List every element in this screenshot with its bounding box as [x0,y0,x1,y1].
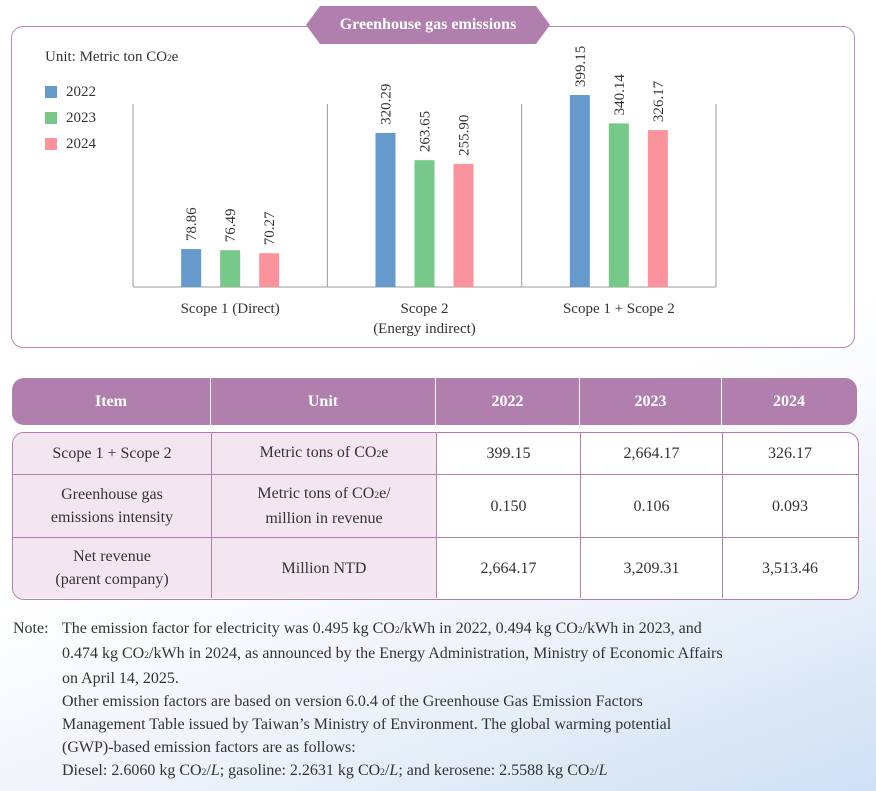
note: Note: The emission factor for electricit… [13,617,863,784]
note-line: The emission factor for electricity was … [62,620,702,637]
cell-2024: 326.17 [768,445,812,462]
cell-item: Scope 1 + Scope 2 [13,433,212,474]
data-table: Scope 1 + Scope 2 Metric tons of CO2e 399.… [12,432,859,600]
bar-2023-1 [414,160,435,287]
cell-2024: 3,513.46 [762,559,818,577]
category-label: (Energy indirect) [373,321,476,337]
header-2022: 2022 [436,378,580,425]
unit-label: Unit: Metric ton CO2e [45,49,179,65]
legend-label: 2023 [66,109,96,126]
legend: 2022 2023 2024 [45,79,96,157]
header-2024: 2024 [773,392,805,410]
cell-2022: 2,664.17 [437,538,581,598]
note-line: Management Table issued by Taiwan’s Mini… [62,716,672,733]
header-unit: Unit [211,378,436,425]
legend-swatch [45,86,57,98]
note-line: 0.474 kg CO2/kWh in 2024, as announced b… [62,645,723,662]
bar-2022-2 [569,95,590,287]
bar-2022-0 [181,249,202,287]
table-row: Scope 1 + Scope 2 Metric tons of CO2e 399.… [13,433,858,475]
bar-2024-0 [259,253,280,287]
legend-swatch [45,112,57,124]
cell-item: Greenhouse gas emissions intensity [13,475,212,537]
cell-2023: 2,664.17 [581,433,723,474]
cell-item: Net revenue (parent company) [13,538,212,598]
chart-title: Greenhouse gas emissions [306,6,550,44]
bar-value-label: 70.27 [262,211,278,245]
table-row: Greenhouse gas emissions intensity Metric … [13,475,858,538]
legend-label: 2022 [66,83,96,100]
legend-item-2024: 2024 [45,131,96,157]
cell-unit: Metric tons of CO2e/million in revenue [212,475,437,537]
cell-unit: Metric tons of CO2e [212,433,437,474]
note-line: (GWP)-based emission factors are as foll… [62,739,356,756]
note-line: Diesel: 2.6060 kg CO2/L; gasoline: 2.263… [62,762,608,779]
bar-value-label: 78.86 [184,207,200,241]
bar-value-label: 326.17 [651,80,667,122]
bar-value-label: 76.49 [223,208,239,242]
note-line: Other emission factors are based on vers… [62,693,643,710]
header-2023: 2023 [580,378,722,425]
cell-2022: 0.150 [437,475,581,537]
bar-value-label: 320.29 [379,84,395,125]
note-line: on April 14, 2025. [62,670,179,687]
legend-label: 2024 [66,135,96,152]
bar-2024-2 [647,130,668,287]
legend-item-2023: 2023 [45,105,96,131]
bar-2023-0 [220,250,241,287]
category-label: Scope 1 + Scope 2 [563,301,675,317]
table-row: Net revenue (parent company) Million NTD 2,… [13,538,858,598]
bar-chart: 78.86 76.49 70.27 Scope 1 (Direct) 320.29 263… [132,46,717,337]
bar-value-label: 255.90 [457,115,473,156]
note-body: The emission factor for electricity was … [62,617,863,784]
legend-swatch [45,138,57,150]
bar-2024-1 [453,163,474,287]
bar-value-label: 399.15 [573,46,589,87]
header-item: Item [12,378,211,425]
category-label: Scope 1 (Direct) [181,301,280,317]
cell-2022: 399.15 [437,433,581,474]
category-label: Scope 2 [401,301,449,317]
legend-item-2022: 2022 [45,79,96,105]
bar-value-label: 263.65 [418,111,434,152]
cell-2024: 0.093 [772,497,808,515]
bar-2023-2 [608,123,629,287]
table-header: Item Unit 2022 2023 2024 [12,378,857,425]
cell-2023: 0.106 [581,475,723,537]
bar-2022-1 [375,132,396,287]
cell-2023: 3,209.31 [581,538,723,598]
note-prefix: Note: [13,620,49,637]
bar-value-label: 340.14 [612,74,628,116]
cell-unit: Million NTD [212,538,437,598]
